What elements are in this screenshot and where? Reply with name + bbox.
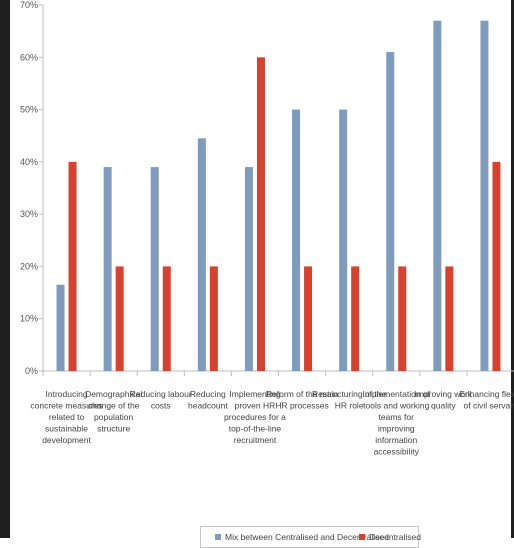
x-category-label: related to [49,412,85,422]
x-category-label: development [42,435,91,445]
x-category-label: Enhancing flexib [459,389,514,399]
chart-axes [42,5,514,372]
x-category-label: top-of-the-line [229,424,282,434]
y-tick-label: 70% [20,0,38,10]
y-tick-label: 30% [20,209,38,219]
left-window-edge [0,0,10,538]
bar-decentralised-4 [209,266,218,371]
x-category-label: Restructuring of the [312,389,386,399]
x-category-label: tools and working [363,401,429,411]
x-category-label: quality [431,401,456,411]
legend-label-series-2: Decentralised [369,532,421,542]
y-tick-label: 10% [20,314,38,324]
x-category-label: sustainable [45,424,88,434]
x-category-label: teams for [379,412,415,422]
x-category-label: Reducing [190,389,226,399]
bar-decentralised-7 [351,266,360,371]
x-category-label: concrete measures [30,401,102,411]
x-category-label: information [375,435,417,445]
x-category-label: Implementation of [362,389,430,399]
bar-mixed-2 [103,167,112,371]
x-category-label: costs [151,401,171,411]
bar-decentralised-5 [256,57,265,372]
x-category-label: Improving work [415,389,473,399]
bar-decentralised-1 [68,161,77,371]
x-category-label: improving [378,424,415,434]
bar-mixed-4 [197,138,206,371]
bar-decentralised-2 [115,266,124,371]
x-category-label: change of the [88,401,140,411]
x-category-label: accessibility [374,447,420,457]
y-tick-label: 20% [20,261,38,271]
bar-mixed-8 [386,52,395,372]
x-category-label: proven HR [235,401,276,411]
bar-decentralised-10 [492,161,501,371]
x-category-label: Implementing [229,389,280,399]
legend-item-series-2: Decentralised [359,532,421,542]
chart-bars [56,20,501,372]
bar-mixed-10 [480,20,489,371]
legend-label-series-1: Mix between Centralised and Decentralise… [225,532,389,542]
x-category-label: Reform of the main [266,389,339,399]
x-category-label: recruitment [234,435,277,445]
bar-mixed-7 [339,109,348,372]
x-category-label: Reducing labour [130,389,192,399]
bar-mixed-6 [292,109,301,372]
legend-item-series-1: Mix between Centralised and Decentralise… [215,532,389,542]
legend-swatch-series-2 [359,534,365,540]
chart-legend: Mix between Centralised and Decentralise… [200,526,421,548]
x-category-label: population [94,412,134,422]
legend-swatch-series-1 [215,534,221,540]
bar-decentralised-9 [445,266,454,371]
y-tick-label: 60% [20,52,38,62]
right-window-edge [511,0,514,538]
y-tick-label: 50% [20,105,38,115]
x-category-label: headcount [188,401,228,411]
y-tick-label: 0% [25,366,38,376]
x-category-label: Demographical [85,389,142,399]
bar-mixed-1 [56,284,65,371]
x-category-label: HR processes [275,401,328,411]
bar-mixed-5 [244,167,253,371]
bar-decentralised-6 [304,266,313,371]
y-axis-ticks: 0% 10% 20% 30% 40% 50% 60% 70% [20,0,43,376]
x-category-label: Introducing [46,389,88,399]
y-tick-label: 40% [20,157,38,167]
bar-mixed-9 [433,20,442,371]
bar-decentralised-8 [398,266,407,371]
bar-mixed-3 [150,167,159,371]
x-category-label: procedures for a [224,412,286,422]
x-category-label: HR role [335,401,364,411]
x-category-label: structure [97,424,130,434]
bar-decentralised-3 [162,266,171,371]
x-category-label: of civil servant [464,401,514,411]
